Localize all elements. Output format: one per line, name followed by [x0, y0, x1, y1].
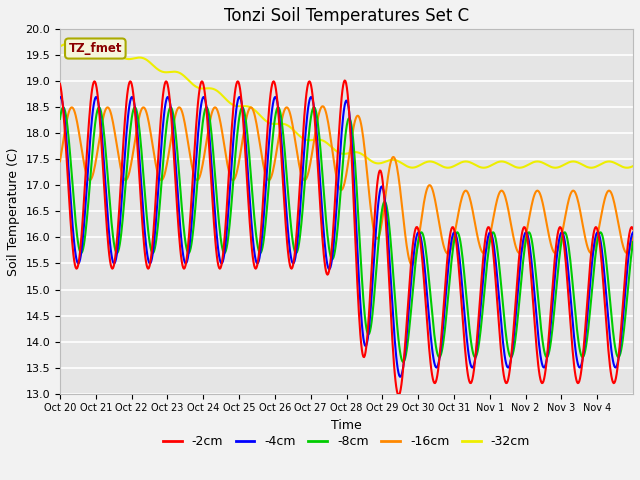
Y-axis label: Soil Temperature (C): Soil Temperature (C)	[7, 147, 20, 276]
Legend: -2cm, -4cm, -8cm, -16cm, -32cm: -2cm, -4cm, -8cm, -16cm, -32cm	[158, 430, 535, 453]
Text: TZ_fmet: TZ_fmet	[68, 42, 122, 55]
X-axis label: Time: Time	[331, 419, 362, 432]
Title: Tonzi Soil Temperatures Set C: Tonzi Soil Temperatures Set C	[224, 7, 469, 25]
